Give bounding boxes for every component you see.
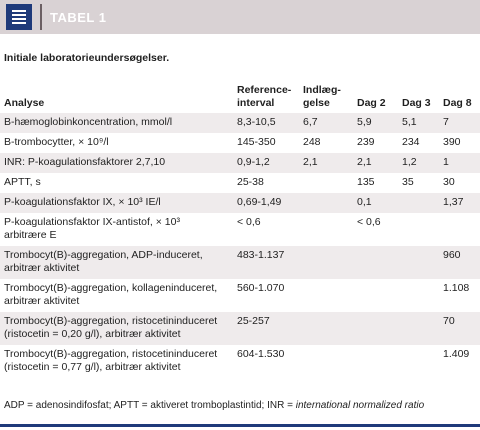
cell-analyse: APTT, s xyxy=(4,176,41,188)
cell-day2: 135 xyxy=(357,176,375,188)
column-header-admission: Indlæg- gelse xyxy=(303,84,341,109)
column-header-day3: Dag 3 xyxy=(402,97,431,109)
cell-day2: 0,1 xyxy=(353,193,398,213)
cell-reference: 0,9-1,2 xyxy=(233,153,299,173)
cell-day3 xyxy=(398,246,439,279)
cell-day8: 1.409 xyxy=(443,348,470,360)
cell-day3: 234 xyxy=(402,136,420,148)
cell-day8: 70 xyxy=(439,312,480,345)
cell-analyse: B-trombocytter, × 10⁹/l xyxy=(4,136,109,148)
cell-reference: 560-1.070 xyxy=(237,282,285,294)
table-row: Trombocyt(B)-aggregation, kollageninduce… xyxy=(0,279,480,312)
footnote-italic: international normalized ratio xyxy=(295,400,425,411)
cell-analyse: P-koagulationsfaktor IX-antistof, × 10³ … xyxy=(4,216,180,241)
cell-admission: 2,1 xyxy=(299,153,353,173)
cell-day3: 1,2 xyxy=(398,153,439,173)
table-caption: Initiale laboratorieundersøgelser. xyxy=(4,52,170,64)
cell-day3 xyxy=(398,193,439,213)
table-row: APTT, s 25-38 135 35 30 xyxy=(0,173,480,193)
cell-reference: < 0,6 xyxy=(237,216,261,228)
cell-day2 xyxy=(353,345,398,378)
table-row: INR: P-koagulationsfaktorer 2,7,10 0,9-1,… xyxy=(0,153,480,173)
cell-reference: 8,3-10,5 xyxy=(233,113,299,133)
cell-admission xyxy=(299,246,353,279)
cell-reference: 604-1.530 xyxy=(237,348,285,360)
cell-admission: 248 xyxy=(303,136,321,148)
table-body: B-hæmoglobinkoncentration, mmol/l 8,3-10,… xyxy=(0,113,480,378)
cell-day3 xyxy=(398,279,439,312)
footnote-text: ADP = adenosindifosfat; APTT = aktiveret… xyxy=(4,400,296,411)
cell-day3: 5,1 xyxy=(398,113,439,133)
bottom-rule xyxy=(0,424,480,427)
cell-day3 xyxy=(398,345,439,378)
cell-day8: 960 xyxy=(439,246,480,279)
cell-reference: 483-1.137 xyxy=(233,246,299,279)
cell-analyse: B-hæmoglobinkoncentration, mmol/l xyxy=(0,113,233,133)
cell-day2: < 0,6 xyxy=(357,216,381,228)
table-footnote: ADP = adenosindifosfat; APTT = aktiveret… xyxy=(4,400,424,411)
cell-reference: 145-350 xyxy=(237,136,276,148)
table-header-bar: TABEL 1 xyxy=(0,0,480,34)
cell-analyse: Trombocyt(B)-aggregation, ristocetinindu… xyxy=(0,312,233,345)
table-row: P-koagulationsfaktor IX, × 10³ IE/l 0,69-… xyxy=(0,193,480,213)
cell-day3 xyxy=(398,312,439,345)
cell-analyse: Trombocyt(B)-aggregation, ristocetinindu… xyxy=(4,348,218,373)
cell-admission xyxy=(299,173,353,193)
cell-reference: 25-38 xyxy=(237,176,264,188)
column-header-day8: Dag 8 xyxy=(443,97,472,109)
table-title: TABEL 1 xyxy=(50,9,107,25)
cell-day3 xyxy=(398,213,439,246)
table-row: Trombocyt(B)-aggregation, ristocetinindu… xyxy=(0,312,480,345)
cell-day8: 390 xyxy=(443,136,461,148)
column-header-day2: Dag 2 xyxy=(357,97,386,109)
cell-day8 xyxy=(439,213,480,246)
cell-reference: 25-257 xyxy=(233,312,299,345)
lab-results-table: Analyse Reference- interval Indlæg- gels… xyxy=(0,82,480,378)
cell-day2 xyxy=(353,279,398,312)
cell-day8: 1,37 xyxy=(439,193,480,213)
cell-reference: 0,69-1,49 xyxy=(233,193,299,213)
table-icon xyxy=(6,4,32,30)
cell-day8: 30 xyxy=(443,176,455,188)
cell-day8: 1.108 xyxy=(443,282,470,294)
cell-admission xyxy=(299,345,353,378)
table-row: B-hæmoglobinkoncentration, mmol/l 8,3-10,… xyxy=(0,113,480,133)
table-row: P-koagulationsfaktor IX-antistof, × 10³ … xyxy=(0,213,480,246)
cell-analyse: P-koagulationsfaktor IX, × 10³ IE/l xyxy=(0,193,233,213)
cell-day2: 239 xyxy=(357,136,375,148)
cell-admission xyxy=(299,193,353,213)
cell-day2: 5,9 xyxy=(353,113,398,133)
cell-analyse: Trombocyt(B)-aggregation, ADP-induceret,… xyxy=(0,246,233,279)
cell-admission xyxy=(299,279,353,312)
cell-day3: 35 xyxy=(402,176,414,188)
column-header-reference: Reference- interval xyxy=(237,84,292,109)
cell-day2 xyxy=(353,246,398,279)
cell-day8: 1 xyxy=(439,153,480,173)
cell-admission xyxy=(299,312,353,345)
column-header-analyse: Analyse xyxy=(4,97,45,109)
cell-analyse: Trombocyt(B)-aggregation, kollageninduce… xyxy=(4,282,218,307)
cell-day2 xyxy=(353,312,398,345)
table-row: Trombocyt(B)-aggregation, ADP-induceret,… xyxy=(0,246,480,279)
cell-admission: 6,7 xyxy=(299,113,353,133)
table-row: B-trombocytter, × 10⁹/l 145-350 248 239 234 3… xyxy=(0,133,480,153)
cell-analyse: INR: P-koagulationsfaktorer 2,7,10 xyxy=(0,153,233,173)
cell-day8: 7 xyxy=(439,113,480,133)
table-row: Trombocyt(B)-aggregation, ristocetinindu… xyxy=(0,345,480,378)
cell-day2: 2,1 xyxy=(353,153,398,173)
cell-admission xyxy=(299,213,353,246)
header-divider xyxy=(40,4,42,30)
